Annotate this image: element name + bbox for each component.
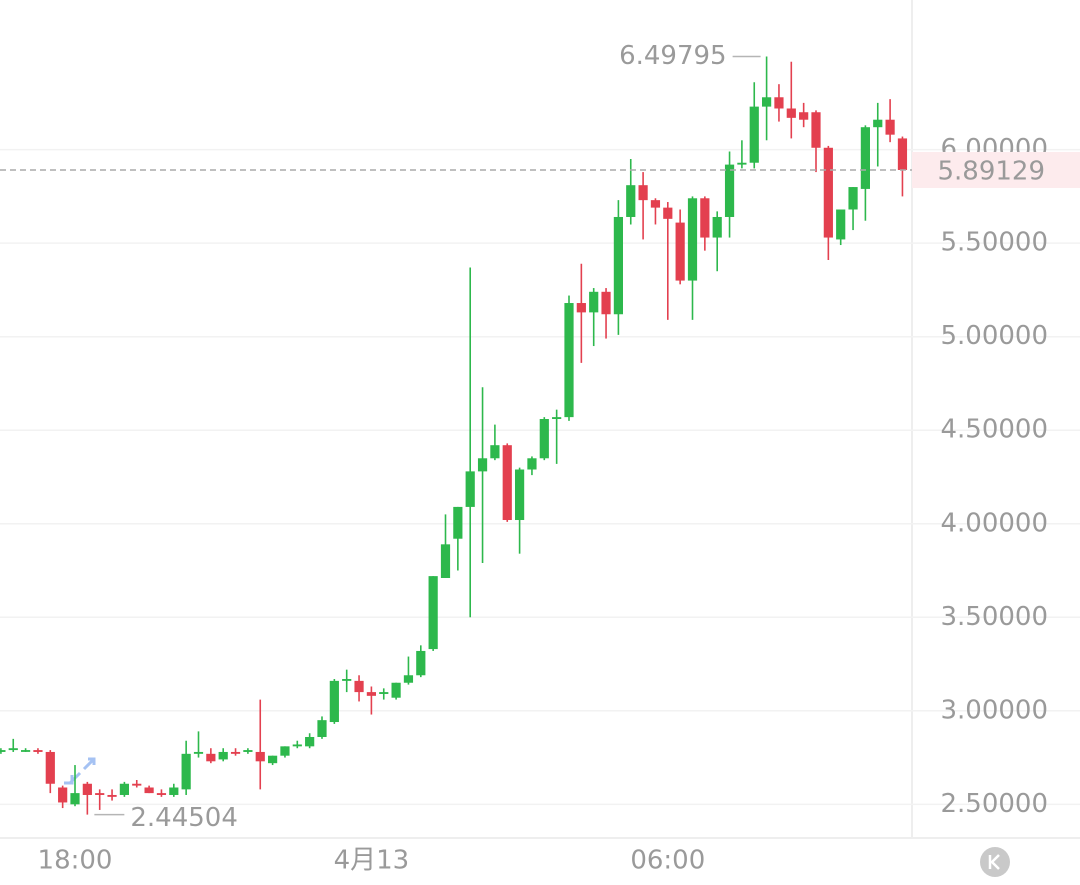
y-tick-label: 2.50000 bbox=[940, 789, 1048, 819]
candle-body bbox=[465, 471, 475, 507]
candle-body bbox=[193, 751, 204, 754]
candle-body bbox=[539, 419, 549, 459]
collapse-icon bbox=[988, 854, 1000, 870]
candle-body bbox=[675, 222, 685, 281]
candle-body bbox=[811, 112, 821, 148]
candle-body bbox=[156, 793, 167, 795]
candle-body bbox=[218, 751, 228, 760]
candle-body bbox=[329, 680, 339, 723]
candle-body bbox=[391, 682, 401, 698]
candle-body bbox=[70, 793, 80, 805]
y-tick-label: 5.00000 bbox=[940, 321, 1048, 351]
candle-body bbox=[687, 198, 698, 281]
candle-body bbox=[774, 97, 784, 109]
candle-body bbox=[280, 746, 290, 756]
candle-body bbox=[206, 753, 216, 762]
candle-body bbox=[292, 744, 302, 747]
candle-body bbox=[230, 751, 241, 754]
max-label: 6.49795 bbox=[619, 41, 727, 71]
x-tick-label: 4月13 bbox=[334, 846, 410, 876]
candle-body bbox=[626, 185, 636, 217]
candle-body bbox=[564, 303, 574, 418]
candle-body bbox=[268, 755, 278, 764]
candle-body bbox=[502, 445, 512, 521]
candle-body bbox=[354, 680, 364, 693]
candle-body bbox=[848, 187, 858, 210]
candle-body bbox=[515, 469, 525, 521]
candle-body bbox=[453, 506, 463, 539]
candle-body bbox=[638, 185, 648, 201]
y-tick-label: 5.50000 bbox=[940, 228, 1048, 258]
min-label: 2.44504 bbox=[130, 803, 238, 833]
y-tick-label: 3.50000 bbox=[940, 602, 1048, 632]
candle-body bbox=[440, 544, 451, 578]
current-price-label: 5.89129 bbox=[937, 156, 1045, 186]
candle-body bbox=[823, 147, 833, 238]
candle-body bbox=[799, 112, 809, 120]
candle-body bbox=[885, 119, 895, 135]
candle-body bbox=[132, 783, 142, 786]
x-tick-label: 06:00 bbox=[630, 846, 705, 876]
candle-body bbox=[613, 216, 623, 315]
candle-body bbox=[762, 97, 772, 107]
candle-body bbox=[416, 650, 426, 676]
candle-body bbox=[33, 750, 43, 752]
candle-body bbox=[663, 207, 673, 219]
y-tick-label: 3.00000 bbox=[940, 695, 1048, 725]
candle-body bbox=[169, 787, 179, 795]
candle-body bbox=[490, 445, 500, 459]
candle-body bbox=[860, 127, 870, 189]
candle-body bbox=[576, 303, 586, 313]
candle-body bbox=[342, 679, 352, 681]
candle-body bbox=[8, 748, 18, 751]
x-tick-label: 18:00 bbox=[38, 846, 113, 876]
candle-body bbox=[786, 108, 796, 118]
candle-body bbox=[428, 576, 438, 650]
candle-body bbox=[45, 751, 55, 784]
candle-body bbox=[601, 291, 611, 315]
candle-body bbox=[144, 787, 154, 794]
candle-body bbox=[737, 162, 747, 165]
candle-body bbox=[366, 692, 376, 696]
candle-body bbox=[107, 794, 117, 797]
candle-body bbox=[82, 783, 92, 795]
current-price-badge bbox=[912, 151, 1080, 188]
candle-body bbox=[255, 751, 265, 762]
candle-body bbox=[712, 216, 722, 238]
candle-body bbox=[379, 692, 389, 694]
candle-body bbox=[897, 138, 908, 170]
candle-body bbox=[724, 164, 735, 217]
candle-body bbox=[527, 458, 537, 470]
candle-body bbox=[873, 119, 883, 128]
candle-body bbox=[317, 720, 327, 737]
candle-body bbox=[403, 675, 414, 683]
candle-body bbox=[650, 200, 661, 208]
candle-body bbox=[0, 750, 6, 752]
y-tick-label: 4.50000 bbox=[940, 415, 1048, 445]
candle-body bbox=[477, 458, 488, 472]
candle-body bbox=[119, 783, 129, 795]
candle-body bbox=[305, 736, 315, 747]
candle-body bbox=[836, 209, 846, 240]
candle-body bbox=[749, 106, 759, 163]
candle-body bbox=[700, 198, 710, 238]
collapse-button[interactable] bbox=[980, 847, 1010, 877]
candle-body bbox=[589, 291, 599, 313]
candle-body bbox=[181, 753, 191, 790]
candle-body bbox=[58, 787, 68, 803]
candle-body bbox=[95, 793, 105, 795]
candle-body bbox=[21, 750, 31, 752]
candle-body bbox=[243, 750, 253, 752]
candle-body bbox=[552, 417, 562, 419]
y-tick-label: 4.00000 bbox=[940, 508, 1048, 538]
